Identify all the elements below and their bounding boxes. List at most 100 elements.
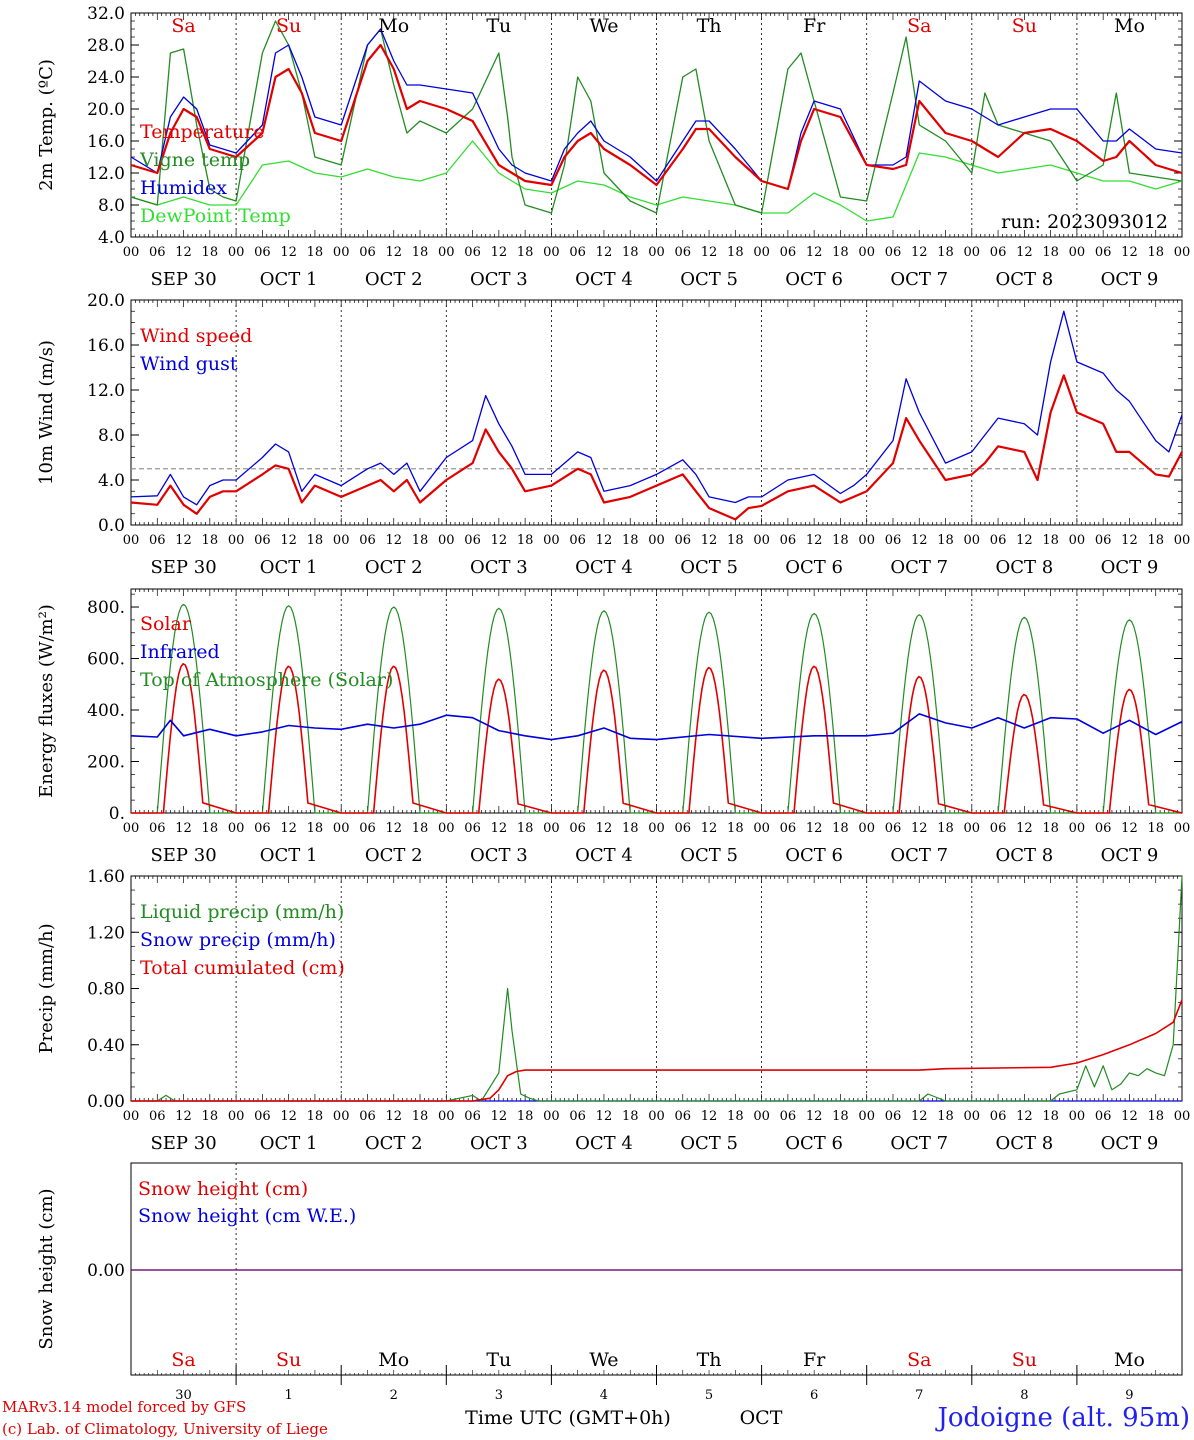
x-hour-label: 06 <box>149 1109 166 1124</box>
x-hour-label: 12 <box>911 533 928 548</box>
x-day-label: OCT 8 <box>995 557 1053 578</box>
panel-5: 0.00 Snow height (cm) Snow height (cm) Snow… <box>36 1162 1183 1403</box>
x-hour-label: 18 <box>307 1109 324 1124</box>
x-day-label: OCT 8 <box>995 1133 1053 1154</box>
x-hour-label: 06 <box>569 821 586 836</box>
y-tick-label: 0.0 <box>98 516 125 536</box>
x-hour-label: 00 <box>123 245 140 260</box>
x-axis-title: Time UTC (GMT+0h) <box>465 1407 671 1429</box>
x-hour-label: 12 <box>491 821 508 836</box>
panel-1: 4.0 8.0 12.0 16.0 20.0 24.0 28.0 32.0 2m Temp. (… <box>36 4 1190 290</box>
x-day-label: OCT 9 <box>1101 845 1159 866</box>
x-hour-label: 06 <box>675 533 692 548</box>
y-tick-label: 24.0 <box>87 68 125 88</box>
x-hour-label: 06 <box>149 533 166 548</box>
weekday-label: Tu <box>486 15 511 37</box>
x-hour-label: 06 <box>359 1109 376 1124</box>
x-hour-label: 18 <box>622 245 639 260</box>
weekday-label: Fr <box>803 15 826 37</box>
legend-entry: Humidex <box>140 177 227 199</box>
x-hour-label: 00 <box>1069 1109 1086 1124</box>
x-day-label: OCT 9 <box>1101 269 1159 290</box>
x-hour-label: 12 <box>280 821 297 836</box>
x-day-label: OCT 7 <box>890 845 948 866</box>
y-tick-label: 12.0 <box>87 164 125 184</box>
x-hour-label: 00 <box>438 533 455 548</box>
x-day-label: OCT 6 <box>785 845 843 866</box>
legend-entry: Wind speed <box>140 325 252 347</box>
x-hour-label: 00 <box>648 533 665 548</box>
x-day-label: OCT 4 <box>575 845 633 866</box>
x-hour-label: 06 <box>675 245 692 260</box>
x-hour-label: 18 <box>1042 533 1059 548</box>
x-day-label: OCT 1 <box>260 269 318 290</box>
x-hour-label: 18 <box>832 821 849 836</box>
y-tick-label: 1.20 <box>87 923 125 943</box>
legend-entry: Solar <box>140 613 192 635</box>
x-hour-label: 18 <box>307 245 324 260</box>
y-tick-label: 200. <box>87 753 125 773</box>
x-day-label: OCT 7 <box>890 269 948 290</box>
day-number-label: 3 <box>495 1388 503 1403</box>
legend-entry: Snow height (cm) <box>138 1178 308 1200</box>
x-day-label: OCT 4 <box>575 1133 633 1154</box>
x-hour-label: 18 <box>517 1109 534 1124</box>
x-hour-label: 12 <box>911 1109 928 1124</box>
x-hour-label: 00 <box>228 245 245 260</box>
x-day-label: OCT 5 <box>680 1133 738 1154</box>
weekday-label: Tu <box>486 1349 511 1371</box>
weekday-label: Mo <box>1114 1349 1145 1371</box>
x-hour-label: 00 <box>333 1109 350 1124</box>
x-hour-label: 06 <box>569 245 586 260</box>
legend-entry: Total cumulated (cm) <box>140 957 345 979</box>
wind-speed-line <box>130 374 1183 521</box>
x-hour-label: 06 <box>675 1109 692 1124</box>
weekday-label: Th <box>697 15 722 37</box>
x-day-label: OCT 2 <box>365 557 423 578</box>
y-tick-label: 600. <box>87 650 125 670</box>
x-hour-label: 12 <box>491 1109 508 1124</box>
x-hour-label: 00 <box>753 245 770 260</box>
x-day-label: OCT 7 <box>890 557 948 578</box>
x-day-label: OCT 1 <box>260 557 318 578</box>
x-hour-label: 00 <box>1174 821 1191 836</box>
x-hour-label: 18 <box>202 821 219 836</box>
x-hour-label: 06 <box>990 821 1007 836</box>
x-hour-label: 06 <box>780 821 797 836</box>
x-hour-label: 06 <box>780 1109 797 1124</box>
x-hour-label: 12 <box>1016 245 1033 260</box>
weekday-label: Fr <box>803 1349 826 1371</box>
weekday-label: Sa <box>907 1349 931 1371</box>
x-hour-label: 00 <box>753 821 770 836</box>
x-hour-label: 00 <box>858 533 875 548</box>
x-hour-label: 12 <box>385 1109 402 1124</box>
x-hour-label: 18 <box>1042 245 1059 260</box>
x-hour-label: 18 <box>832 1109 849 1124</box>
x-hour-label: 06 <box>464 1109 481 1124</box>
x-hour-label: 12 <box>1016 821 1033 836</box>
x-hour-label: 06 <box>675 821 692 836</box>
x-hour-label: 06 <box>359 245 376 260</box>
x-hour-label: 12 <box>1016 533 1033 548</box>
x-hour-label: 06 <box>254 245 271 260</box>
y-axis-label: 10m Wind (m/s) <box>36 340 57 485</box>
x-hour-label: 00 <box>753 1109 770 1124</box>
y-tick-label: 0.00 <box>87 1261 125 1281</box>
x-hour-label: 12 <box>1121 1109 1138 1124</box>
legend-entry: Top of Atmosphere (Solar) <box>140 669 393 691</box>
legend-entry: DewPoint Temp <box>140 205 291 227</box>
x-hour-label: 18 <box>727 245 744 260</box>
x-hour-label: 06 <box>569 1109 586 1124</box>
run-label: run: 2023093012 <box>1001 211 1168 233</box>
y-tick-label: 32.0 <box>87 4 125 24</box>
x-hour-label: 18 <box>832 245 849 260</box>
total-cumulated-line <box>131 999 1183 1102</box>
x-hour-label: 18 <box>202 533 219 548</box>
x-day-label: OCT 6 <box>785 269 843 290</box>
x-day-label: OCT 5 <box>680 845 738 866</box>
x-hour-label: 12 <box>596 821 613 836</box>
x-hour-label: 12 <box>280 533 297 548</box>
x-hour-label: 18 <box>517 821 534 836</box>
panel-2: 0.0 4.0 8.0 12.0 16.0 20.0 10m Wind (m/s) 00 06 1… <box>36 291 1190 578</box>
day-number-label: 2 <box>390 1388 398 1403</box>
